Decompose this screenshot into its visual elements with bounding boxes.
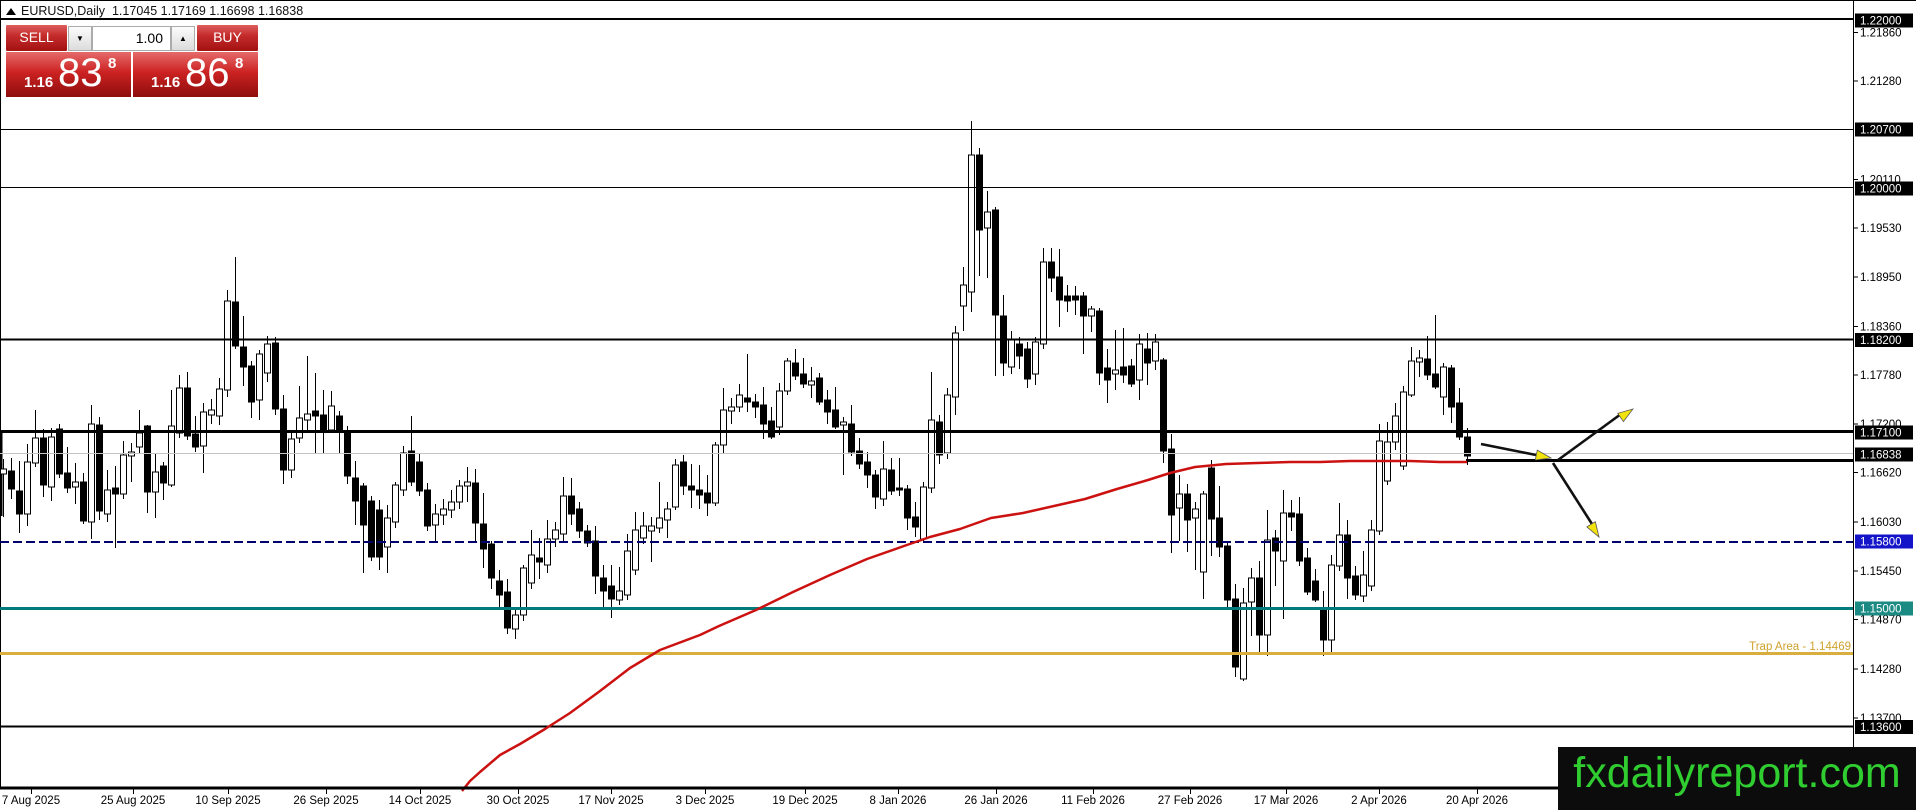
svg-text:3 Dec 2025: 3 Dec 2025: [676, 795, 735, 807]
svg-text:1.21280: 1.21280: [1860, 76, 1902, 88]
svg-text:30 Oct 2025: 30 Oct 2025: [487, 795, 550, 807]
svg-text:1.16620: 1.16620: [1860, 468, 1902, 480]
svg-text:1.15800: 1.15800: [1860, 537, 1902, 549]
svg-text:1.18950: 1.18950: [1860, 272, 1902, 284]
svg-text:1.20000: 1.20000: [1860, 184, 1902, 196]
svg-text:1.20700: 1.20700: [1860, 125, 1902, 137]
svg-text:Trap Area - 1.14469: Trap Area - 1.14469: [1749, 641, 1851, 653]
svg-text:1.21860: 1.21860: [1860, 27, 1902, 39]
svg-text:1.15450: 1.15450: [1860, 566, 1902, 578]
svg-text:11 Feb 2026: 11 Feb 2026: [1061, 795, 1125, 807]
svg-text:1.19530: 1.19530: [1860, 223, 1902, 235]
svg-text:10 Sep 2025: 10 Sep 2025: [195, 795, 260, 807]
svg-text:1.17780: 1.17780: [1860, 370, 1902, 382]
svg-text:17 Mar 2026: 17 Mar 2026: [1254, 795, 1319, 807]
svg-text:7 Aug 2025: 7 Aug 2025: [2, 795, 60, 807]
svg-text:1.16030: 1.16030: [1860, 517, 1902, 529]
svg-text:1.18200: 1.18200: [1860, 335, 1902, 347]
svg-text:17 Nov 2025: 17 Nov 2025: [578, 795, 643, 807]
svg-text:1.16838: 1.16838: [1860, 449, 1902, 461]
svg-text:26 Jan 2026: 26 Jan 2026: [964, 795, 1027, 807]
svg-text:19 Dec 2025: 19 Dec 2025: [772, 795, 837, 807]
svg-text:1.14280: 1.14280: [1860, 664, 1902, 676]
svg-text:8 Jan 2026: 8 Jan 2026: [870, 795, 927, 807]
svg-text:1.22000: 1.22000: [1860, 16, 1902, 28]
svg-text:20 Apr 2026: 20 Apr 2026: [1446, 795, 1508, 807]
svg-text:1.13600: 1.13600: [1860, 722, 1902, 734]
svg-text:25 Aug 2025: 25 Aug 2025: [101, 795, 166, 807]
svg-text:14 Oct 2025: 14 Oct 2025: [389, 795, 452, 807]
svg-text:1.17100: 1.17100: [1860, 427, 1902, 439]
svg-text:1.18360: 1.18360: [1860, 321, 1902, 333]
svg-text:1.14870: 1.14870: [1860, 615, 1902, 627]
svg-text:26 Sep 2025: 26 Sep 2025: [293, 795, 358, 807]
svg-text:1.15000: 1.15000: [1860, 604, 1902, 616]
svg-text:2 Apr 2026: 2 Apr 2026: [1351, 795, 1407, 807]
svg-text:27 Feb 2026: 27 Feb 2026: [1158, 795, 1223, 807]
